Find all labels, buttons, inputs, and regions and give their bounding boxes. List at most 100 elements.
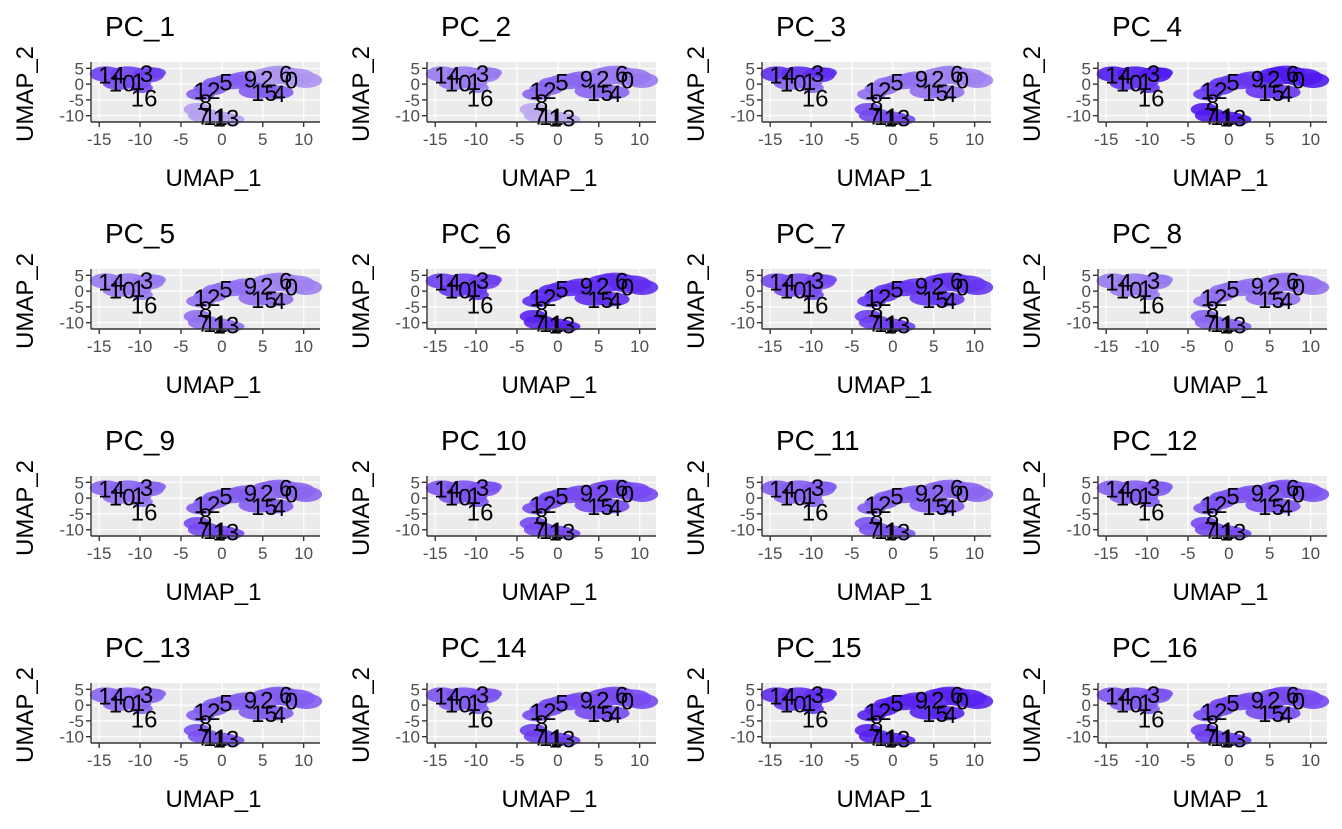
cluster-label: 7 bbox=[533, 310, 546, 337]
cell-cloud bbox=[594, 706, 630, 721]
cluster-label: 7 bbox=[1204, 517, 1217, 544]
x-tick-label: 10 bbox=[294, 544, 313, 563]
x-tick-label: -10 bbox=[464, 337, 489, 356]
cluster-label: 2 bbox=[596, 273, 609, 300]
cell-cloud bbox=[186, 709, 216, 722]
cluster-label: 14 bbox=[769, 476, 796, 503]
cell-cloud bbox=[143, 481, 166, 492]
cluster-label: 13 bbox=[549, 727, 576, 754]
cluster-label: 11 bbox=[874, 311, 899, 338]
y-tick-label: 0 bbox=[411, 75, 420, 94]
cluster-label: 0 bbox=[956, 688, 969, 715]
cluster-label: 5 bbox=[555, 277, 568, 304]
cluster-label: 14 bbox=[1105, 62, 1132, 89]
x-tick-label: 10 bbox=[965, 130, 984, 149]
y-tick-label: 5 bbox=[75, 266, 84, 285]
cluster-label: 16 bbox=[467, 500, 494, 527]
cell-cloud bbox=[1266, 65, 1306, 79]
x-tick-label: 0 bbox=[1224, 751, 1233, 770]
cluster-label: 4 bbox=[943, 495, 956, 522]
cell-cloud bbox=[522, 709, 552, 722]
cluster-label: 8 bbox=[199, 711, 212, 738]
cluster-label: 7 bbox=[868, 724, 881, 751]
y-axis-title: UMAP_2 bbox=[12, 460, 39, 556]
cluster-label: 2 bbox=[1267, 273, 1280, 300]
x-tick-label: -5 bbox=[1180, 130, 1195, 149]
cell-cloud bbox=[961, 279, 994, 295]
x-tick-label: -10 bbox=[128, 544, 153, 563]
cell-cloud bbox=[961, 72, 994, 88]
cluster-label: 12 bbox=[865, 492, 892, 519]
cluster-label: 16 bbox=[802, 707, 829, 734]
cell-cloud bbox=[538, 491, 570, 504]
cluster-label: 7 bbox=[1204, 724, 1217, 751]
x-axis-title: UMAP_1 bbox=[501, 165, 597, 192]
x-tick-label: 10 bbox=[294, 337, 313, 356]
y-tick-label: 0 bbox=[1082, 696, 1091, 715]
x-tick-label: -15 bbox=[758, 751, 783, 770]
x-tick-label: 10 bbox=[965, 544, 984, 563]
y-tick-label: 5 bbox=[746, 473, 755, 492]
x-tick-label: 0 bbox=[217, 544, 226, 563]
x-tick-label: -5 bbox=[1180, 337, 1195, 356]
x-tick-label: 10 bbox=[1301, 751, 1320, 770]
x-tick-label: -10 bbox=[1135, 337, 1160, 356]
cluster-label: 3 bbox=[811, 268, 824, 295]
x-tick-label: -5 bbox=[173, 751, 188, 770]
cell-cloud bbox=[143, 274, 166, 285]
cluster-label: 9 bbox=[915, 480, 928, 507]
x-tick-label: 10 bbox=[1301, 130, 1320, 149]
cluster-label: 14 bbox=[98, 476, 125, 503]
y-tick-label: -5 bbox=[69, 712, 84, 731]
cluster-label: 10 bbox=[109, 484, 136, 511]
cluster-label: 7 bbox=[197, 103, 210, 130]
cluster-label: 9 bbox=[915, 273, 928, 300]
y-tick-label: -10 bbox=[59, 107, 84, 126]
cell-cloud bbox=[1297, 279, 1330, 295]
cell-cloud bbox=[1137, 82, 1160, 94]
cell-cloud bbox=[1265, 499, 1301, 514]
cluster-label: 10 bbox=[445, 484, 472, 511]
cluster-label: 15 bbox=[251, 701, 278, 728]
cell-cloud bbox=[814, 481, 837, 492]
cell-cloud bbox=[202, 698, 234, 711]
y-tick-label: 0 bbox=[411, 696, 420, 715]
panel-title: PC_10 bbox=[441, 425, 527, 456]
cluster-label: 3 bbox=[140, 61, 153, 88]
cluster-label: 11 bbox=[203, 104, 228, 131]
cluster-label: 10 bbox=[109, 691, 136, 718]
cluster-label: 16 bbox=[802, 293, 829, 320]
cell-cloud bbox=[929, 85, 965, 100]
cluster-label: 15 bbox=[1258, 701, 1285, 728]
x-tick-label: 5 bbox=[1265, 544, 1274, 563]
cell-cloud bbox=[873, 698, 905, 711]
cluster-label: 1 bbox=[132, 483, 145, 510]
cluster-label: 13 bbox=[213, 313, 240, 340]
y-tick-label: 0 bbox=[411, 282, 420, 301]
x-axis-title: UMAP_1 bbox=[165, 579, 261, 606]
cluster-label: 2 bbox=[596, 687, 609, 714]
cluster-label: 7 bbox=[197, 724, 210, 751]
y-tick-label: 0 bbox=[1082, 489, 1091, 508]
cluster-label: 11 bbox=[539, 725, 564, 752]
x-tick-label: 0 bbox=[217, 751, 226, 770]
cell-cloud bbox=[1193, 295, 1223, 308]
cluster-label: 8 bbox=[199, 504, 212, 531]
cell-cloud bbox=[857, 295, 887, 308]
x-tick-label: -15 bbox=[87, 544, 112, 563]
y-tick-label: 5 bbox=[75, 680, 84, 699]
cell-cloud bbox=[258, 499, 294, 514]
cluster-label: 16 bbox=[1138, 86, 1165, 113]
cluster-label: 13 bbox=[884, 313, 911, 340]
cluster-label: 5 bbox=[555, 70, 568, 97]
y-axis-title: UMAP_2 bbox=[348, 460, 375, 556]
cell-cloud bbox=[290, 279, 323, 295]
cell-cloud bbox=[594, 292, 630, 307]
cell-cloud bbox=[186, 502, 216, 515]
cluster-label: 8 bbox=[199, 297, 212, 324]
cluster-label: 0 bbox=[285, 274, 298, 301]
x-axis-title: UMAP_1 bbox=[836, 786, 932, 813]
cluster-label: 1 bbox=[1139, 276, 1152, 303]
